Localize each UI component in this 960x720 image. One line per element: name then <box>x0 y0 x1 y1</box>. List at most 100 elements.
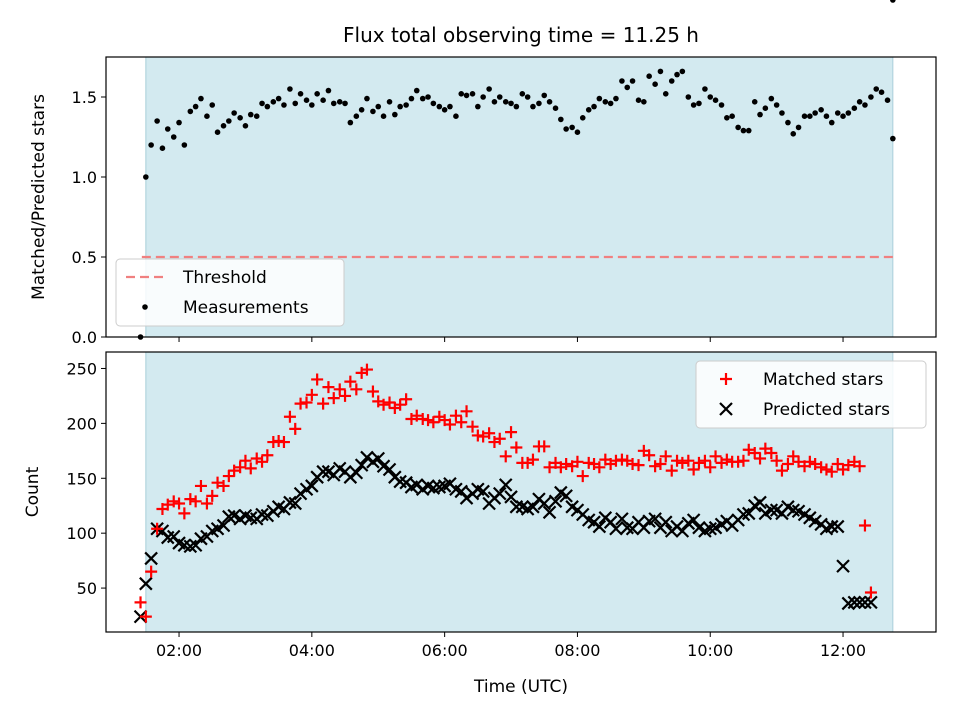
y-tick-label: 0.5 <box>72 248 97 267</box>
measurement-point <box>646 73 652 79</box>
measurement-point <box>164 126 171 132</box>
measurement-point <box>530 103 536 110</box>
measurement-point <box>591 103 597 110</box>
measurement-point <box>502 99 509 105</box>
measurement-point <box>270 99 277 105</box>
ratio-panel: 0.0 0.5 1.0 1.5 Matched/Predicted stars Thr… <box>29 0 937 347</box>
matched-star-marker <box>234 461 247 474</box>
predicted-star-marker <box>609 522 623 536</box>
x-tick-label: 08:00 <box>554 641 600 660</box>
predicted-star-marker <box>255 507 269 522</box>
measurement-point <box>690 102 697 108</box>
measurement-point <box>818 107 824 113</box>
predicted-star-marker <box>509 500 524 514</box>
legend-predicted-swatch <box>719 402 733 416</box>
measurement-point <box>884 97 891 103</box>
matched-star-marker <box>720 453 733 466</box>
measurement-point <box>629 78 636 84</box>
measurement-point <box>358 107 365 113</box>
measurement-point <box>259 100 265 107</box>
matched-star-marker <box>687 463 700 476</box>
matched-star-marker <box>754 452 767 465</box>
measurement-point <box>281 102 287 108</box>
measurement-point <box>807 113 813 119</box>
matched-star-marker <box>770 454 783 467</box>
matched-star-marker <box>483 427 496 440</box>
matched-star-marker <box>665 464 678 477</box>
matched-star-marker <box>493 432 506 445</box>
predicted-star-marker <box>343 470 358 484</box>
measurement-point <box>773 102 780 108</box>
measurement-point <box>579 115 586 121</box>
measurement-point <box>496 94 503 100</box>
measurement-point <box>231 110 237 116</box>
measurement-point <box>336 99 343 105</box>
predicted-star-marker <box>476 484 490 499</box>
predicted-star-marker <box>852 595 867 610</box>
matched-star-marker <box>261 449 274 462</box>
y-tick-label: 0.0 <box>72 328 97 347</box>
ratio-y-ticks: 0.0 0.5 1.0 1.5 <box>72 88 106 347</box>
matched-star-marker <box>305 388 318 401</box>
measurement-point <box>303 97 310 103</box>
measurement-point <box>702 86 708 92</box>
legend-measurements-label: Measurements <box>183 298 309 318</box>
predicted-star-marker <box>542 505 557 520</box>
ratio-panel-frame <box>105 56 937 338</box>
matched-star-marker <box>283 410 296 423</box>
predicted-star-marker <box>537 496 552 511</box>
matched-star-marker <box>858 519 871 532</box>
measurement-point <box>596 95 603 102</box>
matched-star-marker <box>593 461 606 474</box>
legend-matched-label: Matched stars <box>763 370 883 390</box>
predicted-star-marker <box>830 519 845 534</box>
measurement-point <box>524 94 531 100</box>
predicted-star-marker <box>139 576 153 591</box>
matched-star-marker <box>400 393 413 406</box>
matched-star-marker <box>427 416 440 429</box>
predicted-star-marker <box>432 480 447 494</box>
matched-star-marker <box>781 458 794 470</box>
matched-star-marker <box>632 459 645 472</box>
matched-star-marker <box>134 596 147 609</box>
y-tick-label: 50 <box>77 579 97 598</box>
count-legend: Matched stars Predicted stars <box>695 360 927 429</box>
chart-title: Flux total observing time = 11.25 h <box>343 23 699 47</box>
matched-star-marker <box>460 405 473 418</box>
matched-star-marker <box>853 460 866 473</box>
x-tick-label: 12:00 <box>820 641 866 660</box>
matched-star-marker <box>350 383 363 396</box>
measurement-point <box>635 97 642 103</box>
count-y-label: Count <box>23 466 43 517</box>
predicted-star-marker <box>548 494 563 509</box>
predicted-stars-series <box>133 450 878 624</box>
matched-star-marker <box>139 610 152 623</box>
predicted-star-marker <box>349 466 364 480</box>
measurement-point <box>613 95 619 102</box>
measurement-point <box>463 92 470 99</box>
predicted-star-marker <box>183 539 198 554</box>
y-tick-label: 150 <box>66 469 97 488</box>
measurement-point <box>143 174 149 180</box>
measurement-point <box>641 99 647 105</box>
matched-star-marker <box>659 450 672 463</box>
measurement-point <box>198 95 204 102</box>
predicted-star-marker <box>492 486 507 501</box>
predicted-star-marker <box>703 522 718 536</box>
measurement-point <box>619 78 625 84</box>
measurement-point <box>707 94 714 100</box>
measurement-point <box>745 127 752 134</box>
matched-star-marker <box>737 454 750 467</box>
measurement-point <box>536 100 542 107</box>
measurement-points <box>137 0 896 340</box>
predicted-star-marker <box>498 478 513 492</box>
matched-star-marker <box>704 461 717 474</box>
predicted-star-marker <box>847 595 862 610</box>
measurement-point <box>242 123 249 129</box>
measurement-point <box>226 118 232 124</box>
matched-star-marker <box>311 373 324 386</box>
measurement-point <box>834 110 841 116</box>
measurement-point <box>403 102 409 108</box>
measurement-point <box>624 84 631 91</box>
measurement-point <box>724 115 730 121</box>
